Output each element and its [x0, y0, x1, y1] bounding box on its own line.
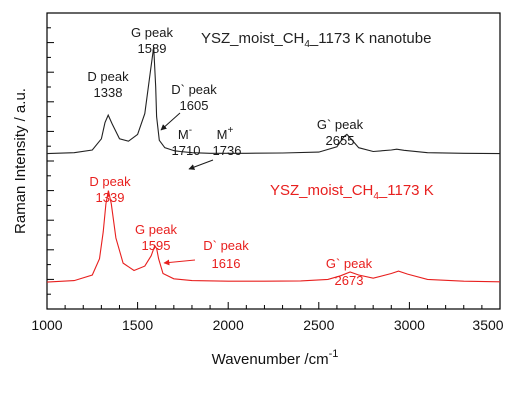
annotation-g-peak-film: G peak 1595	[135, 222, 177, 253]
x-axis-label: Wavenumber /cm-1	[212, 348, 339, 368]
plot-frame	[46, 12, 501, 310]
annotation-m-minus: M-1710	[172, 125, 201, 158]
series-label-film: YSZ_moist_CH4_1173 K	[270, 182, 434, 202]
x-axis-ticks	[46, 302, 501, 309]
x-tick-label: 3500	[472, 317, 503, 333]
x-axis-label-superscript: -1	[329, 348, 339, 360]
annotation-d-peak-film: D peak 1339	[89, 174, 131, 205]
arrow-dprime-film	[163, 259, 196, 266]
annotations-nanotube: D peak 1338 G peak 1589 D` peak 1605 M-1710…	[87, 25, 364, 170]
annotation-d-peak-tube: D peak 1338	[87, 69, 129, 100]
x-tick-label: 1500	[122, 317, 153, 333]
series-line-nanotube	[46, 46, 501, 155]
series-label-nanotube-subscript: 4	[304, 39, 310, 50]
series-label-film-subscript: 4	[373, 191, 379, 202]
annotation-dprime-peak-film: D` peak 1616	[203, 238, 249, 271]
annotation-m-plus: M+ 1736	[213, 125, 242, 158]
annotation-gprime-peak-film: G` peak 2673	[326, 256, 373, 288]
annotations-film: D peak 1339 G peak 1595 D` peak 1616 G` pea…	[89, 174, 372, 288]
annotation-g-peak-tube: G peak 1589	[131, 25, 173, 56]
x-tick-label: 3000	[394, 317, 425, 333]
x-tick-label: 2000	[213, 317, 244, 333]
x-tick-label: 2500	[303, 317, 334, 333]
x-axis-label-text: Wavenumber /cm	[212, 351, 329, 368]
series-label-nanotube-part: _1173 K nanotube	[309, 30, 432, 47]
series-label-nanotube-part: YSZ_moist_CH	[201, 30, 304, 47]
x-tick-labels: 1000 1500 2000 2500 3000 3500	[31, 317, 503, 333]
x-tick-label: 1000	[31, 317, 62, 333]
series-line-film	[46, 190, 501, 283]
annotation-gprime-peak-tube: G` peak 2655	[317, 117, 364, 148]
y-axis-label: Raman Intensity / a.u.	[12, 88, 29, 234]
arrow-m-peaks	[188, 159, 214, 170]
y-axis-ticks	[47, 27, 54, 295]
series-label-nanotube: YSZ_moist_CH4_1173 K nanotube	[201, 30, 431, 50]
annotation-dprime-peak-tube: D` peak 1605	[171, 82, 217, 113]
arrow-dprime-tube	[160, 112, 181, 131]
series-label-film-part: YSZ_moist_CH	[270, 182, 373, 199]
series-label-film-part: _1173 K	[378, 182, 434, 199]
